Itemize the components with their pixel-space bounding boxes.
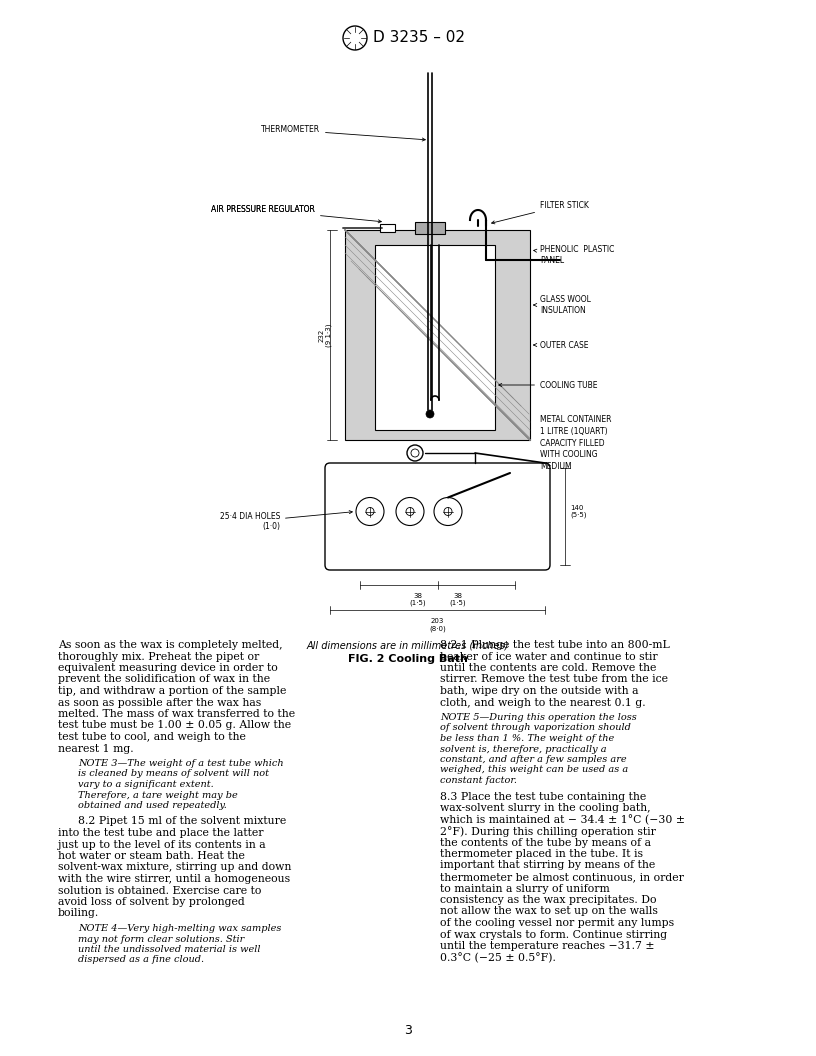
Text: of wax crystals to form. Continue stirring: of wax crystals to form. Continue stirri… — [440, 929, 667, 940]
Text: bath, wipe dry on the outside with a: bath, wipe dry on the outside with a — [440, 686, 638, 696]
Text: 3: 3 — [404, 1023, 412, 1037]
Text: melted. The mass of wax transferred to the: melted. The mass of wax transferred to t… — [58, 709, 295, 719]
Text: nearest 1 mg.: nearest 1 mg. — [58, 743, 134, 754]
Text: with the wire stirrer, until a homogeneous: with the wire stirrer, until a homogeneo… — [58, 874, 290, 884]
Text: hot water or steam bath. Heat the: hot water or steam bath. Heat the — [58, 851, 245, 861]
Text: solution is obtained. Exercise care to: solution is obtained. Exercise care to — [58, 886, 261, 895]
Text: boiling.: boiling. — [58, 908, 100, 919]
Text: 38
(1·5): 38 (1·5) — [449, 593, 466, 606]
Text: beaker of ice water and continue to stir: beaker of ice water and continue to stir — [440, 652, 658, 661]
Text: 0.3°C (−25 ± 0.5°F).: 0.3°C (−25 ± 0.5°F). — [440, 953, 556, 963]
Bar — [345, 230, 530, 440]
Text: OUTER CASE: OUTER CASE — [534, 340, 588, 350]
Text: weighed, this weight can be used as a: weighed, this weight can be used as a — [440, 766, 628, 774]
Text: 203
(8·0): 203 (8·0) — [429, 618, 446, 631]
Text: All dimensions are in millimetres (inches): All dimensions are in millimetres (inche… — [307, 640, 509, 650]
Text: solvent-wax mixture, stirring up and down: solvent-wax mixture, stirring up and dow… — [58, 863, 291, 872]
Text: 232
(9 1·3): 232 (9 1·3) — [318, 323, 332, 346]
Text: dispersed as a fine cloud.: dispersed as a fine cloud. — [78, 956, 204, 964]
Text: FIG. 2 Cooling Bath: FIG. 2 Cooling Bath — [348, 654, 468, 664]
Text: may not form clear solutions. Stir: may not form clear solutions. Stir — [78, 935, 244, 943]
Text: THERMOMETER: THERMOMETER — [261, 126, 425, 142]
Text: important that stirring by means of the: important that stirring by means of the — [440, 861, 655, 870]
Text: NOTE 3—The weight of a test tube which: NOTE 3—The weight of a test tube which — [78, 759, 284, 768]
Text: to maintain a slurry of uniform: to maintain a slurry of uniform — [440, 884, 610, 893]
Text: prevent the solidification of wax in the: prevent the solidification of wax in the — [58, 675, 270, 684]
Circle shape — [426, 410, 434, 418]
Text: solvent is, therefore, practically a: solvent is, therefore, practically a — [440, 744, 606, 754]
Text: into the test tube and place the latter: into the test tube and place the latter — [58, 828, 264, 838]
Text: as soon as possible after the wax has: as soon as possible after the wax has — [58, 698, 261, 708]
Text: METAL CONTAINER
1 LITRE (1QUART)
CAPACITY FILLED
WITH COOLING
MEDIUM: METAL CONTAINER 1 LITRE (1QUART) CAPACIT… — [540, 415, 611, 471]
Text: Therefore, a tare weight may be: Therefore, a tare weight may be — [78, 791, 237, 799]
Text: stirrer. Remove the test tube from the ice: stirrer. Remove the test tube from the i… — [440, 675, 668, 684]
Text: thermometer placed in the tube. It is: thermometer placed in the tube. It is — [440, 849, 643, 859]
FancyBboxPatch shape — [325, 463, 550, 570]
Text: GLASS WOOL
INSULATION: GLASS WOOL INSULATION — [534, 296, 591, 315]
Text: 8.2 Pipet 15 ml of the solvent mixture: 8.2 Pipet 15 ml of the solvent mixture — [78, 816, 286, 827]
Text: of solvent through vaporization should: of solvent through vaporization should — [440, 723, 631, 733]
Text: NOTE 5—During this operation the loss: NOTE 5—During this operation the loss — [440, 713, 636, 722]
Text: 8.2.1 Plunge the test tube into an 800-mL: 8.2.1 Plunge the test tube into an 800-m… — [440, 640, 670, 650]
Text: AIR PRESSURE REGULATOR: AIR PRESSURE REGULATOR — [211, 206, 315, 214]
Text: 140
(5·5): 140 (5·5) — [570, 505, 587, 518]
Text: vary to a significant extent.: vary to a significant extent. — [78, 780, 214, 789]
Text: thermometer be almost continuous, in order: thermometer be almost continuous, in ord… — [440, 872, 684, 882]
Text: NOTE 4—Very high-melting wax samples: NOTE 4—Very high-melting wax samples — [78, 924, 282, 934]
Text: is cleaned by means of solvent will not: is cleaned by means of solvent will not — [78, 770, 269, 778]
Bar — [415, 222, 445, 234]
Text: D 3235 – 02: D 3235 – 02 — [373, 31, 465, 45]
Text: equivalent measuring device in order to: equivalent measuring device in order to — [58, 663, 277, 673]
Text: 2°F). During this chilling operation stir: 2°F). During this chilling operation sti… — [440, 826, 656, 836]
Text: cloth, and weigh to the nearest 0.1 g.: cloth, and weigh to the nearest 0.1 g. — [440, 698, 645, 708]
Text: obtained and used repeatedly.: obtained and used repeatedly. — [78, 802, 227, 810]
Text: PHENOLIC  PLASTIC
PANEL: PHENOLIC PLASTIC PANEL — [534, 245, 614, 265]
Bar — [375, 245, 495, 430]
Text: not allow the wax to set up on the walls: not allow the wax to set up on the walls — [440, 906, 658, 917]
Text: test tube to cool, and weigh to the: test tube to cool, and weigh to the — [58, 732, 246, 742]
Text: be less than 1 %. The weight of the: be less than 1 %. The weight of the — [440, 734, 614, 743]
Text: until the undissolved material is well: until the undissolved material is well — [78, 945, 260, 954]
Text: thoroughly mix. Preheat the pipet or: thoroughly mix. Preheat the pipet or — [58, 652, 259, 661]
Text: constant, and after a few samples are: constant, and after a few samples are — [440, 755, 627, 763]
Text: 38
(1·5): 38 (1·5) — [409, 593, 426, 606]
Text: the contents of the tube by means of a: the contents of the tube by means of a — [440, 837, 651, 848]
Text: until the temperature reaches −31.7 ±: until the temperature reaches −31.7 ± — [440, 941, 654, 951]
Text: just up to the level of its contents in a: just up to the level of its contents in … — [58, 840, 266, 849]
Text: 25·4 DIA HOLES
(1·0): 25·4 DIA HOLES (1·0) — [220, 511, 353, 531]
Text: which is maintained at − 34.4 ± 1°C (−30 ±: which is maintained at − 34.4 ± 1°C (−30… — [440, 814, 685, 825]
Text: avoid loss of solvent by prolonged: avoid loss of solvent by prolonged — [58, 897, 245, 907]
Bar — [380, 224, 395, 232]
Text: until the contents are cold. Remove the: until the contents are cold. Remove the — [440, 663, 656, 673]
Text: 8.3 Place the test tube containing the: 8.3 Place the test tube containing the — [440, 792, 646, 802]
Text: constant factor.: constant factor. — [440, 776, 517, 785]
Text: of the cooling vessel nor permit any lumps: of the cooling vessel nor permit any lum… — [440, 918, 674, 928]
Text: tip, and withdraw a portion of the sample: tip, and withdraw a portion of the sampl… — [58, 686, 286, 696]
Text: AIR PRESSURE REGULATOR: AIR PRESSURE REGULATOR — [211, 206, 381, 223]
Text: consistency as the wax precipitates. Do: consistency as the wax precipitates. Do — [440, 895, 657, 905]
Text: As soon as the wax is completely melted,: As soon as the wax is completely melted, — [58, 640, 282, 650]
Text: FILTER STICK: FILTER STICK — [491, 201, 589, 224]
Text: test tube must be 1.00 ± 0.05 g. Allow the: test tube must be 1.00 ± 0.05 g. Allow t… — [58, 720, 291, 731]
Text: COOLING TUBE: COOLING TUBE — [499, 380, 597, 390]
Text: wax-solvent slurry in the cooling bath,: wax-solvent slurry in the cooling bath, — [440, 803, 650, 813]
